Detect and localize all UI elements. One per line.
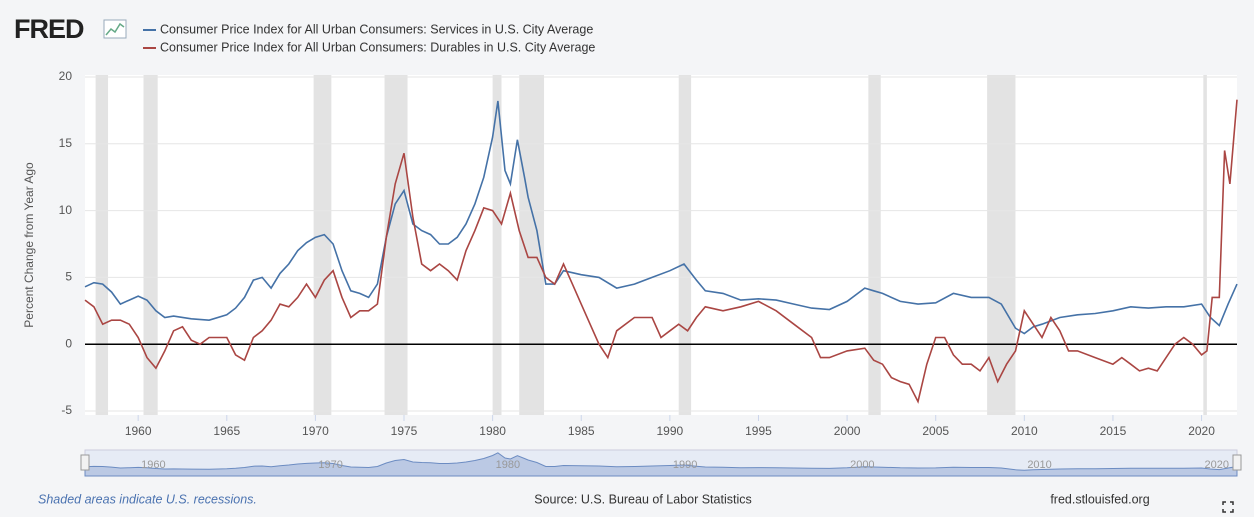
recession-band <box>313 75 332 415</box>
y-tick-label: 15 <box>59 136 73 150</box>
recession-band <box>95 75 109 415</box>
footer-url: fred.stlouisfed.org <box>1050 492 1149 506</box>
y-tick-label: 0 <box>65 336 72 350</box>
plot-area <box>85 75 1237 415</box>
x-tick-label: 1970 <box>302 424 329 438</box>
logo-icon <box>103 19 127 39</box>
y-axis-label: Percent Change from Year Ago <box>22 162 36 328</box>
recession-band <box>492 75 502 415</box>
x-tick-label: 1975 <box>391 424 418 438</box>
y-tick-label: 20 <box>59 69 73 83</box>
fullscreen-icon[interactable] <box>1222 501 1234 513</box>
source: Source: U.S. Bureau of Labor Statistics <box>534 492 751 506</box>
x-tick-label: 2015 <box>1100 424 1127 438</box>
x-tick-label: 2000 <box>834 424 861 438</box>
legend-label: Consumer Price Index for All Urban Consu… <box>160 40 595 54</box>
legend-label: Consumer Price Index for All Urban Consu… <box>160 22 593 36</box>
navigator-handle[interactable] <box>1232 454 1242 471</box>
y-tick-label: 10 <box>59 203 73 217</box>
navigator-handle[interactable] <box>80 454 90 471</box>
series-line <box>84 100 1238 335</box>
navigator-tick-label: 2010 <box>1027 459 1051 471</box>
x-tick-label: 1985 <box>568 424 595 438</box>
navigator-tick-label: 1990 <box>673 459 697 471</box>
recession-band <box>384 75 408 415</box>
x-tick-label: 2010 <box>1011 424 1038 438</box>
navigator-tick-label: 2000 <box>850 459 874 471</box>
navigator-tick-label: 1980 <box>496 459 520 471</box>
x-tick-label: 1990 <box>657 424 684 438</box>
recession-band <box>1203 75 1207 415</box>
x-tick-label: 1960 <box>125 424 152 438</box>
x-tick-label: 2020 <box>1188 424 1215 438</box>
recession-band <box>868 75 881 415</box>
navigator-area <box>84 452 1238 477</box>
y-tick-label: -5 <box>61 403 72 417</box>
navigator-tick-label: 2020 <box>1205 459 1229 471</box>
logo: FRED <box>14 14 84 44</box>
x-tick-label: 1965 <box>213 424 240 438</box>
x-tick-label: 2005 <box>922 424 949 438</box>
recession-band <box>519 75 545 415</box>
recession-band <box>143 75 158 415</box>
footer-note: Shaded areas indicate U.S. recessions. <box>38 492 257 506</box>
series-line <box>84 99 1238 404</box>
recession-band <box>678 75 692 415</box>
x-tick-label: 1980 <box>479 424 506 438</box>
y-tick-label: 5 <box>65 270 72 284</box>
navigator-tick-label: 1970 <box>318 459 342 471</box>
x-tick-label: 1995 <box>745 424 772 438</box>
navigator-tick-label: 1960 <box>141 459 165 471</box>
